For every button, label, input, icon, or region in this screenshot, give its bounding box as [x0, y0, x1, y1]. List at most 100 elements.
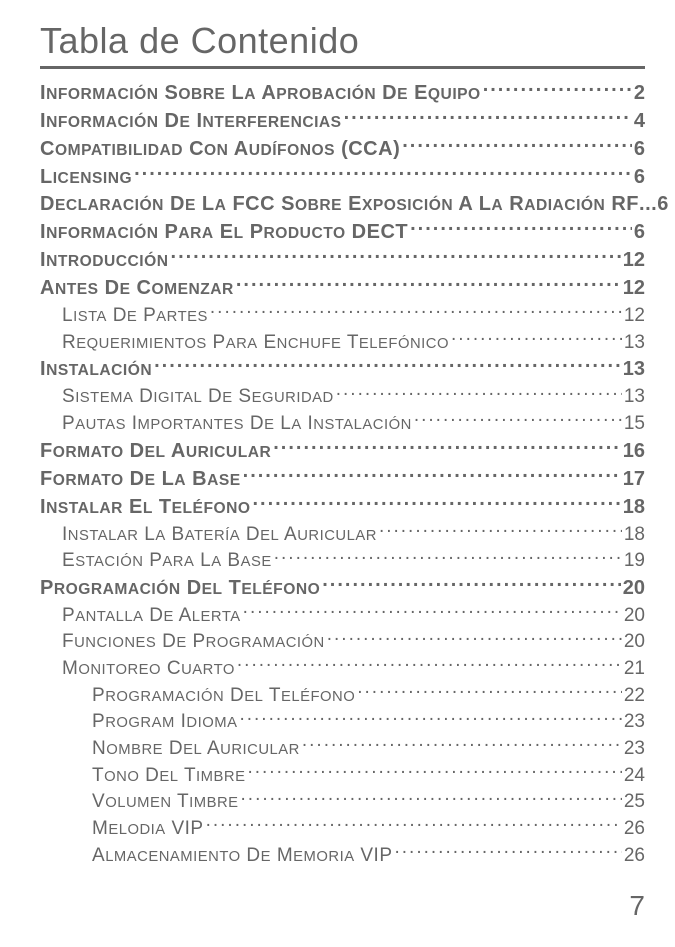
- toc-entry: Formato Del Auricular 16: [40, 437, 645, 465]
- toc-entry-label: Requerimientos Para Enchufe Telefónico: [62, 330, 449, 356]
- toc-leader-dots: [483, 79, 632, 99]
- toc-entry-label: Instalación: [40, 356, 152, 383]
- toc-entry-label: Introducción: [40, 247, 169, 274]
- toc-leader-dots: [210, 302, 622, 321]
- toc-entry-label: Declaración De La FCC Sobre Exposición A…: [40, 191, 639, 218]
- toc-entry-label: Programación Del Teléfono: [40, 575, 320, 602]
- toc-entry-page: 6: [657, 191, 668, 218]
- toc-entry: Funciones De Programación20: [40, 628, 645, 655]
- toc-leader-dots: [395, 842, 622, 861]
- toc-entry-page: 6: [634, 136, 645, 163]
- toc-entry-label: Antes De Comenzar: [40, 275, 234, 302]
- toc-entry-page: 12: [623, 275, 645, 302]
- toc-entry: Melodia VIP26: [40, 815, 645, 842]
- toc-entry-page: 20: [623, 575, 645, 602]
- toc-leader-dots: [410, 218, 632, 238]
- toc-entry-page: 26: [624, 843, 645, 869]
- toc-entry-page: 26: [624, 816, 645, 842]
- toc-leader-dots: [243, 602, 622, 621]
- toc-leader-dots: [327, 628, 622, 647]
- toc-entry: Información Sobre La Aprobación De Equip…: [40, 79, 645, 107]
- toc-entry-page: 19: [624, 548, 645, 574]
- toc-entry-label: Nombre Del Auricular: [92, 736, 300, 762]
- toc-leader-dots: [379, 521, 622, 540]
- toc-entry-page: 15: [624, 411, 645, 437]
- toc-leader-dots: [243, 465, 621, 485]
- toc-entry-label: Instalar El Teléfono: [40, 494, 251, 521]
- toc-entry-label: Volumen Timbre: [92, 789, 239, 815]
- toc-entry: Requerimientos Para Enchufe Telefónico 13: [40, 329, 645, 356]
- toc-entry-label: Programación Del Teléfono: [92, 683, 355, 709]
- toc-entry-page: 20: [624, 629, 645, 655]
- toc-entry: Información Para El Producto DECT6: [40, 218, 645, 246]
- toc-entry: Almacenamiento De Memoria VIP 26: [40, 842, 645, 869]
- toc-entry-page: 18: [624, 522, 645, 548]
- toc-leader-dots: [414, 410, 622, 429]
- toc-entry-label: Program Idioma: [92, 709, 237, 735]
- toc-entry: Sistema Digital De Seguridad 13: [40, 383, 645, 410]
- table-of-contents: Información Sobre La Aprobación De Equip…: [40, 79, 645, 868]
- toc-leader-dots: [402, 135, 632, 155]
- toc-entry-page: 24: [624, 763, 645, 789]
- toc-entry-page: 13: [624, 330, 645, 356]
- toc-leader-dots: [237, 655, 622, 674]
- toc-entry-label: Monitoreo Cuarto: [62, 656, 235, 682]
- toc-entry-label: Instalar La Batería Del Auricular: [62, 522, 377, 548]
- toc-entry-page: 12: [623, 247, 645, 274]
- toc-entry: Nombre Del Auricular 23: [40, 735, 645, 762]
- toc-entry: Información De Interferencias4: [40, 107, 645, 135]
- toc-entry: Pautas Importantes De La Instalación 15: [40, 410, 645, 437]
- toc-entry: Formato De La Base 17: [40, 465, 645, 493]
- toc-entry-page: 21: [624, 656, 645, 682]
- toc-leader-dots: [134, 163, 632, 183]
- toc-leader-dots: [239, 708, 621, 727]
- toc-leader-dots: [322, 574, 621, 594]
- toc-leader-dots: [451, 329, 622, 348]
- toc-entry: Antes De Comenzar 12: [40, 274, 645, 302]
- toc-entry: Licensing 6: [40, 163, 645, 191]
- page-title: Tabla de Contenido: [40, 20, 645, 69]
- toc-leader-dots: [253, 493, 621, 513]
- toc-entry-page: 6: [634, 219, 645, 246]
- toc-entry-page: 23: [624, 709, 645, 735]
- toc-entry-page: 13: [624, 384, 645, 410]
- toc-leader-dots: [241, 788, 622, 807]
- toc-entry-label: Información Sobre La Aprobación De Equip…: [40, 80, 481, 107]
- toc-entry-label: Estación Para La Base: [62, 548, 272, 574]
- toc-entry-label: Tono Del Timbre: [92, 763, 245, 789]
- toc-entry: Lista De Partes12: [40, 302, 645, 329]
- toc-entry: Instalación 13: [40, 355, 645, 383]
- toc-entry-ellipsis: ...: [639, 191, 657, 218]
- toc-entry: Estación Para La Base 19: [40, 547, 645, 574]
- toc-entry: Programación Del Teléfono22: [40, 682, 645, 709]
- toc-leader-dots: [357, 682, 622, 701]
- toc-leader-dots: [206, 815, 622, 834]
- toc-entry-page: 20: [624, 603, 645, 629]
- toc-entry-page: 23: [624, 736, 645, 762]
- toc-entry-label: Información De Interferencias: [40, 108, 342, 135]
- toc-entry-label: Pautas Importantes De La Instalación: [62, 411, 412, 437]
- toc-leader-dots: [344, 107, 632, 127]
- toc-entry-label: Sistema Digital De Seguridad: [62, 384, 334, 410]
- toc-entry-page: 17: [623, 466, 645, 493]
- toc-entry: Volumen Timbre 25: [40, 788, 645, 815]
- toc-entry: Declaración De La FCC Sobre Exposición A…: [40, 191, 645, 218]
- toc-leader-dots: [302, 735, 622, 754]
- toc-entry: Programación Del Teléfono 20: [40, 574, 645, 602]
- toc-entry-page: 16: [623, 438, 645, 465]
- toc-entry-page: 6: [634, 164, 645, 191]
- toc-entry-label: Licensing: [40, 164, 132, 191]
- toc-entry: Monitoreo Cuarto 21: [40, 655, 645, 682]
- toc-entry: Pantalla De Alerta 20: [40, 602, 645, 629]
- toc-entry-label: Almacenamiento De Memoria VIP: [92, 843, 393, 869]
- toc-entry: Introducción 12: [40, 246, 645, 274]
- toc-entry-label: Pantalla De Alerta: [62, 603, 241, 629]
- toc-entry-page: 18: [623, 494, 645, 521]
- toc-entry: Compatibilidad Con Audífonos (CCA)6: [40, 135, 645, 163]
- toc-entry-label: Formato De La Base: [40, 466, 241, 493]
- toc-entry-label: Formato Del Auricular: [40, 438, 271, 465]
- toc-entry: Instalar El Teléfono 18: [40, 493, 645, 521]
- toc-entry: Program Idioma 23: [40, 708, 645, 735]
- toc-entry-page: 25: [624, 789, 645, 815]
- toc-entry: Instalar La Batería Del Auricular 18: [40, 521, 645, 548]
